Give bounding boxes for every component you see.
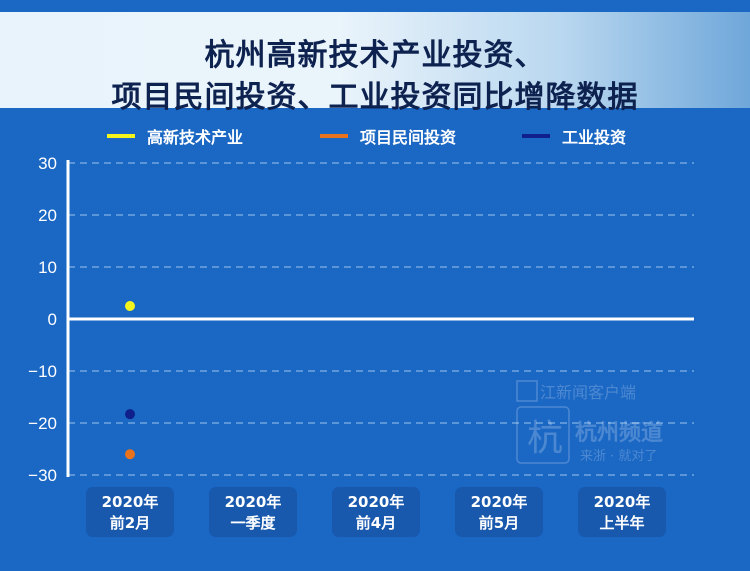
x-category-box <box>332 487 420 537</box>
x-tick-label: 前4月 <box>356 514 396 532</box>
y-tick-label: 0 <box>48 310 57 329</box>
legend-label: 工业投资 <box>562 128 626 147</box>
x-tick-label: 上半年 <box>599 514 644 532</box>
data-point <box>125 449 135 460</box>
data-point <box>125 301 135 311</box>
y-tick-label: 30 <box>38 154 57 173</box>
y-tick-label: −20 <box>28 414 57 433</box>
y-tick-label: 10 <box>38 258 57 277</box>
x-category-box <box>86 487 174 537</box>
title-band: 杭州高新技术产业投资、 项目民间投资、工业投资同比增降数据 <box>0 12 750 115</box>
x-category-box <box>209 487 297 537</box>
chart-title-line-2: 项目民间投资、工业投资同比增降数据 <box>111 80 639 115</box>
chart-title-line-1: 杭州高新技术产业投资、 <box>204 38 546 73</box>
watermark-seal <box>516 380 538 402</box>
x-tick-label: 2020年 <box>594 493 651 511</box>
watermark-seal <box>516 406 570 464</box>
legend-swatch <box>320 134 348 138</box>
watermark-line-1: 江新闻客户端 <box>540 383 636 402</box>
x-tick-label: 前2月 <box>110 514 150 532</box>
data-point <box>125 409 135 420</box>
watermark-glyph: 杭 <box>527 418 563 459</box>
x-tick-label: 2020年 <box>348 493 405 511</box>
x-tick-label: 2020年 <box>102 493 159 511</box>
legend-label: 高新技术产业 <box>147 128 243 147</box>
x-category-box <box>578 487 666 537</box>
x-tick-label: 一季度 <box>230 514 276 532</box>
y-tick-label: −30 <box>28 466 57 485</box>
legend-swatch <box>107 134 135 138</box>
x-tick-label: 前5月 <box>479 514 519 532</box>
x-tick-label: 2020年 <box>225 493 282 511</box>
watermark-line-3: 来浙 · 就对了 <box>580 449 657 464</box>
legend-swatch <box>522 134 550 138</box>
x-category-box <box>455 487 543 537</box>
legend-label: 项目民间投资 <box>360 128 456 147</box>
watermark-line-2: 杭州频道 <box>575 420 663 446</box>
y-tick-label: 20 <box>38 206 57 225</box>
x-tick-label: 2020年 <box>471 493 528 511</box>
y-tick-label: −10 <box>28 362 57 381</box>
